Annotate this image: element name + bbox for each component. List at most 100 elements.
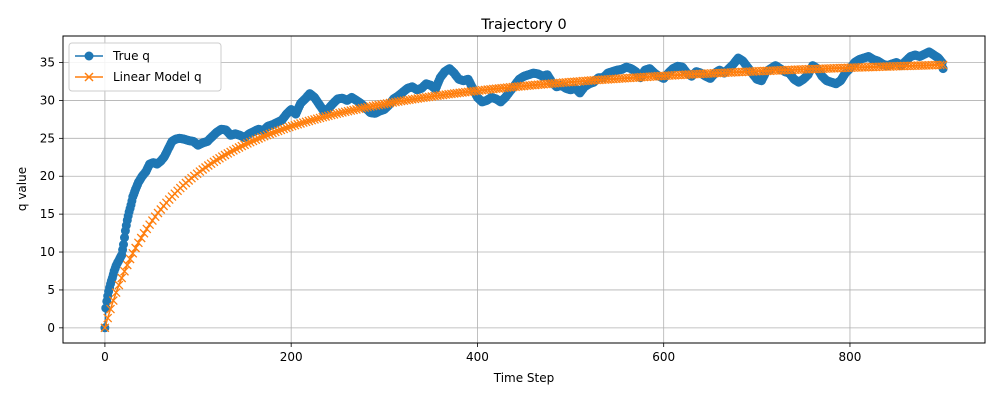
linear-model-q-point — [226, 147, 236, 157]
linear-model-q-point — [254, 134, 264, 143]
linear-model-q-point — [128, 248, 138, 258]
linear-model-q-point — [220, 150, 230, 160]
linear-model-q-point — [326, 110, 336, 120]
linear-model-q-point — [298, 118, 308, 128]
x-tick-label: 200 — [280, 350, 303, 364]
legend-true-q-label: True q — [112, 49, 150, 63]
linear-model-q-point — [237, 141, 247, 151]
linear-model-q-point — [938, 60, 948, 70]
linear-model-q-point — [114, 280, 124, 290]
linear-model-q-point — [310, 114, 319, 124]
linear-model-q-point — [147, 216, 157, 226]
linear-model-q-point — [245, 137, 255, 147]
linear-model-q-point — [276, 125, 286, 135]
linear-model-q-point — [307, 115, 317, 125]
linear-model-q-point — [262, 130, 272, 140]
linear-model-q-point — [117, 273, 127, 283]
linear-model-q-point — [111, 288, 121, 298]
linear-model-q-point — [122, 260, 132, 270]
true-q-line — [104, 51, 944, 328]
x-tick-label: 800 — [839, 350, 862, 364]
linear-model-q-point — [354, 104, 364, 114]
linear-model-q-point — [287, 121, 297, 131]
y-tick-label: 15 — [40, 207, 55, 221]
legend: True q Linear Model q — [68, 42, 222, 92]
y-tick-label: 35 — [40, 56, 55, 70]
linear-model-q-point — [346, 106, 356, 116]
linear-model-q-point — [349, 105, 359, 115]
y-tick-label: 10 — [40, 245, 55, 259]
linear-model-q-point — [304, 116, 314, 126]
linear-model-q-point — [270, 127, 280, 137]
chart-title: Trajectory 0 — [480, 17, 566, 33]
x-tick-label: 0 — [101, 350, 109, 364]
linear-model-q-point — [242, 138, 252, 148]
linear-model-q-point — [335, 108, 345, 118]
x-axis-label: Time Step — [493, 371, 555, 385]
linear-model-q-point — [315, 113, 325, 123]
series-linear-model-q — [100, 60, 948, 333]
linear-model-q-point — [231, 144, 241, 154]
linear-model-q-point — [935, 60, 945, 70]
linear-model-q-point — [145, 220, 155, 230]
linear-model-q-point — [312, 114, 322, 124]
legend-linear-model-q-marker — [84, 72, 94, 82]
linear-model-q-point — [329, 109, 339, 119]
plot-area — [100, 47, 948, 333]
linear-model-q-point — [248, 136, 258, 146]
y-axis-label: q value — [15, 167, 29, 211]
linear-model-q-point — [301, 117, 311, 127]
true-q-point — [119, 240, 128, 249]
linear-model-q-point — [296, 119, 305, 128]
series-layer — [100, 47, 948, 333]
linear-model-q-point — [228, 145, 238, 155]
y-tick-label: 25 — [40, 131, 55, 145]
linear-model-q-point — [251, 135, 261, 145]
linear-model-q-point — [259, 131, 269, 141]
legend-true-q-marker — [84, 51, 94, 61]
linear-model-q-point — [120, 266, 129, 276]
linear-model-q-point — [351, 104, 361, 114]
linear-model-q-line — [104, 64, 944, 329]
linear-model-q-point — [217, 152, 227, 162]
linear-model-q-point — [100, 323, 110, 333]
linear-model-q-point — [337, 107, 347, 117]
linear-model-q-point — [282, 123, 291, 133]
linear-model-q-point — [293, 119, 303, 129]
y-tick-label: 30 — [40, 93, 55, 107]
linear-model-q-point — [332, 109, 342, 119]
linear-model-q-point — [323, 111, 333, 121]
linear-model-q-point — [279, 124, 289, 134]
linear-model-q-point — [256, 132, 266, 142]
linear-model-q-point — [103, 313, 113, 323]
x-tick-label: 400 — [466, 350, 489, 364]
linear-model-q-point — [321, 112, 331, 121]
linear-model-q-point — [131, 243, 141, 253]
linear-model-q-point — [343, 106, 353, 116]
y-tick-label: 5 — [47, 283, 55, 297]
ticks: 0 200 400 600 800 0 5 10 15 20 25 30 35 — [40, 56, 862, 364]
linear-model-q-point — [240, 140, 250, 150]
linear-model-q-point — [142, 224, 152, 234]
linear-model-q-point — [340, 107, 350, 117]
linear-model-q-point — [106, 304, 115, 314]
true-q-point — [120, 233, 129, 243]
y-tick-label: 0 — [47, 321, 55, 335]
linear-model-q-point — [108, 296, 118, 306]
linear-model-q-point — [125, 254, 135, 264]
plot-frame — [62, 35, 986, 344]
linear-model-q-point — [136, 233, 146, 243]
linear-model-q-point — [284, 122, 294, 132]
linear-model-q-point — [265, 129, 275, 139]
linear-model-q-point — [318, 112, 328, 122]
y-tick-label: 20 — [40, 169, 55, 183]
legend-linear-model-q-label: Linear Model q — [113, 70, 202, 84]
legend-box — [68, 42, 222, 92]
linear-model-q-point — [290, 120, 300, 130]
linear-model-q-point — [357, 103, 367, 113]
linear-model-q-point — [139, 228, 149, 238]
linear-model-q-point — [234, 143, 244, 152]
linear-model-q-point — [273, 126, 283, 136]
x-tick-label: 600 — [652, 350, 675, 364]
